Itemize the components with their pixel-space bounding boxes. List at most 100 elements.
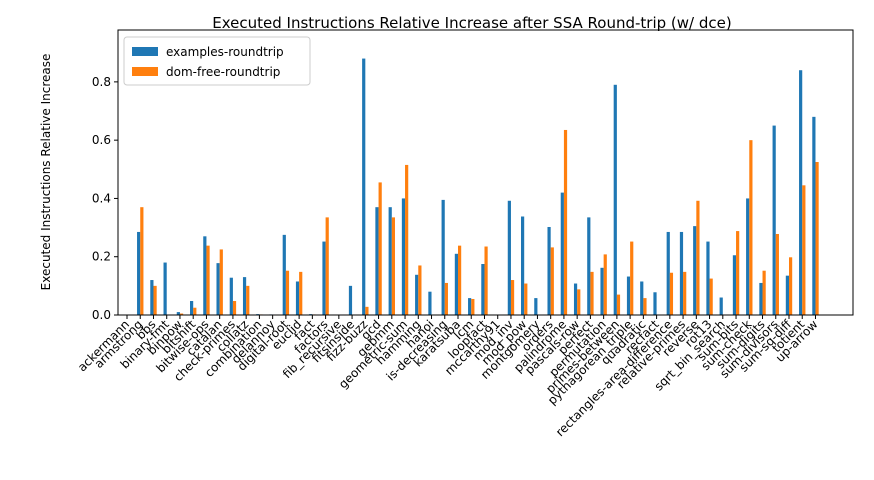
bar (348, 285, 353, 315)
bar (669, 272, 674, 315)
bar (246, 285, 250, 315)
bar (179, 313, 184, 315)
bar (693, 226, 697, 315)
bar (295, 281, 300, 315)
bar (560, 192, 564, 315)
bar (789, 257, 793, 315)
bar (285, 270, 290, 315)
bar (709, 278, 713, 315)
bar (630, 241, 634, 315)
bar (391, 217, 395, 315)
bar (785, 275, 789, 315)
bar (153, 285, 157, 315)
bar (812, 116, 816, 315)
bar (216, 263, 220, 315)
bar (481, 264, 485, 315)
chart-title: Executed Instructions Relative Increase … (212, 14, 731, 32)
bar (193, 307, 197, 315)
bar (746, 198, 750, 315)
bar (666, 231, 670, 315)
y-tick-label: 0.0 (92, 308, 111, 322)
bar (190, 301, 194, 315)
bar (603, 254, 607, 315)
bar (590, 271, 594, 315)
bar (640, 281, 644, 315)
bar (468, 298, 472, 315)
bar (679, 231, 684, 315)
y-tick-label: 0.4 (92, 191, 111, 205)
bar (140, 207, 144, 315)
bar (802, 185, 806, 315)
bar (137, 231, 141, 315)
bar (732, 255, 737, 315)
bar (362, 58, 366, 316)
bar (405, 164, 409, 315)
bar (232, 301, 237, 315)
bar (471, 298, 475, 315)
bar (563, 129, 568, 315)
legend-box (123, 36, 311, 86)
bar (375, 207, 379, 315)
bar (550, 247, 554, 315)
bar (378, 182, 382, 315)
bar (775, 233, 779, 315)
bar (573, 283, 578, 315)
bar (150, 280, 154, 315)
bar (484, 246, 488, 315)
bar (325, 217, 329, 315)
bar (577, 289, 581, 315)
bar (365, 306, 369, 315)
bar (534, 298, 538, 315)
bar (815, 162, 819, 315)
plot-frame (117, 29, 854, 316)
bar (762, 270, 766, 315)
bar (458, 245, 462, 315)
legend-swatch (132, 47, 158, 56)
bar (653, 292, 657, 315)
bar (772, 125, 776, 315)
bar (524, 283, 528, 315)
bar (322, 241, 326, 315)
bar (759, 282, 763, 315)
bar (428, 291, 432, 315)
bar (229, 277, 233, 315)
y-axis-label: Executed Instructions Relative Increase (39, 54, 53, 291)
bar (388, 207, 392, 315)
bar (415, 274, 419, 315)
bar (719, 297, 723, 315)
bar (507, 200, 511, 315)
bar (401, 198, 406, 315)
bar (163, 262, 167, 315)
bar (600, 267, 604, 315)
y-tick-label: 0.2 (92, 250, 111, 264)
bar (616, 294, 621, 315)
bar (683, 271, 687, 315)
y-tick-label: 0.8 (92, 75, 111, 89)
y-tick-label: 0.6 (92, 133, 111, 147)
legend-swatch (132, 67, 158, 76)
bar (418, 265, 422, 315)
bar (299, 271, 303, 315)
bar (643, 298, 647, 315)
bar (454, 253, 458, 315)
bar (203, 236, 207, 315)
bar (799, 70, 803, 315)
bar (749, 140, 753, 315)
bar (706, 241, 710, 315)
bar (696, 200, 700, 315)
bar (176, 312, 180, 315)
legend: examples-roundtrip dom-free-roundtrip (123, 36, 311, 86)
bar (521, 216, 525, 315)
bar (441, 199, 445, 315)
bar (736, 231, 740, 315)
bar (587, 217, 591, 315)
bar (444, 282, 448, 315)
bar (282, 234, 286, 315)
bar (219, 249, 223, 315)
bar (547, 226, 551, 315)
legend-label: dom-free-roundtrip (166, 65, 280, 79)
bar (626, 276, 631, 315)
legend-label: examples-roundtrip (166, 45, 284, 59)
bar (510, 280, 515, 315)
